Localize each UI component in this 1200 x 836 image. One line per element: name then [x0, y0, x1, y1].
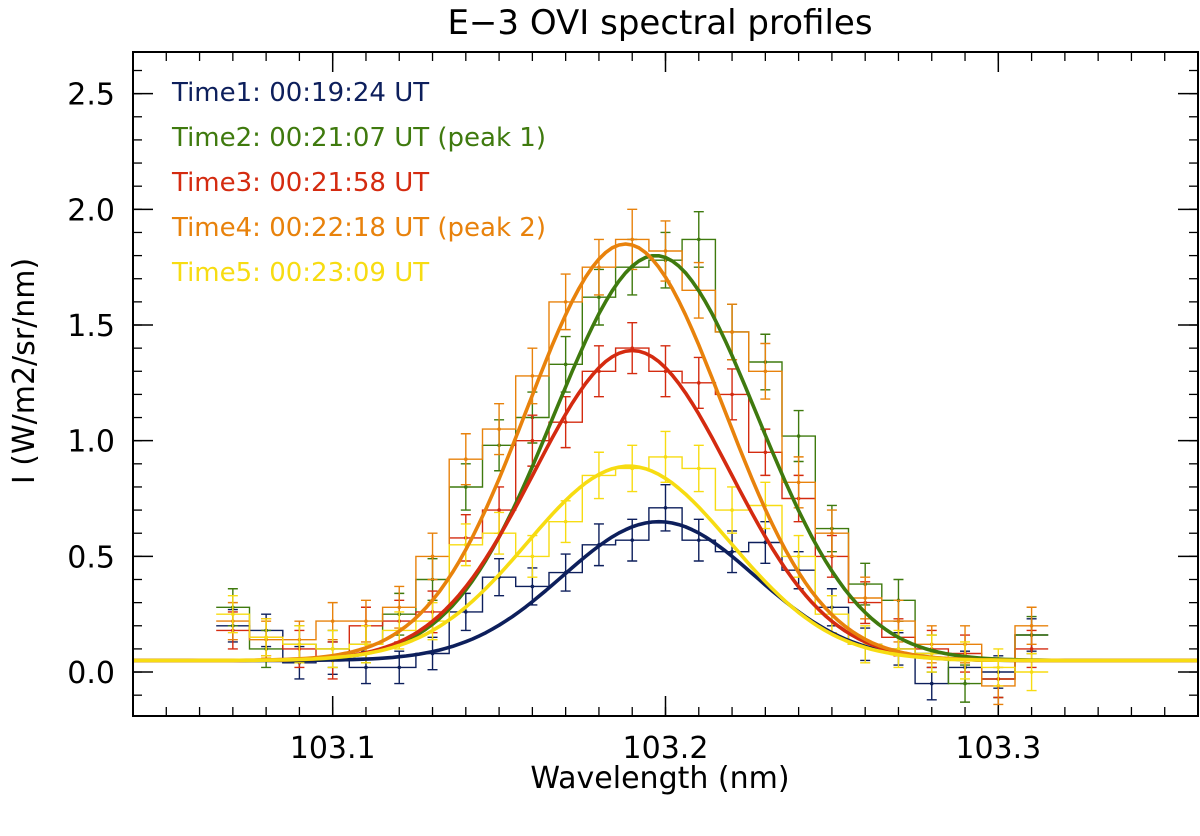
- data-point: [264, 635, 268, 640]
- data-point: [929, 681, 934, 686]
- data-point: [597, 265, 601, 269]
- x-tick-label: 103.2: [623, 731, 709, 766]
- data-point: [730, 549, 734, 554]
- data-point: [563, 300, 568, 304]
- data-point: [530, 584, 535, 589]
- data-point: [1029, 623, 1034, 628]
- data-point: [663, 249, 668, 253]
- data-point: [730, 508, 734, 512]
- data-point: [364, 642, 368, 647]
- data-point: [696, 466, 701, 471]
- data-point: [863, 596, 867, 600]
- data-point: [364, 619, 368, 623]
- y-tick-label: 1.5: [67, 309, 115, 344]
- data-point: [763, 450, 768, 455]
- observed-histogram: [216, 238, 1049, 687]
- data-point: [763, 369, 768, 374]
- data-point: [563, 420, 568, 424]
- data-point: [597, 295, 601, 300]
- data-point: [696, 237, 701, 242]
- data-point: [530, 438, 535, 443]
- x-axis-label: Wavelength (nm): [530, 761, 789, 796]
- legend-entry: Time1: 00:19:24 UT: [171, 78, 429, 108]
- data-point: [630, 237, 635, 242]
- fit-line: [133, 464, 1198, 663]
- y-axis-label: I (W/m2/sr/nm): [7, 258, 42, 484]
- data-point: [730, 392, 734, 397]
- data-point: [1029, 647, 1034, 651]
- data-point: [497, 427, 501, 431]
- data-point: [896, 619, 901, 623]
- data-point: [397, 605, 402, 610]
- data-point: [464, 610, 468, 614]
- plot-frame: [132, 51, 1199, 717]
- data-point: [830, 531, 834, 536]
- axis-ticks: 103.1 103.2 103.3 0.0 0.5 1.0 1.5 2.0 2.5: [67, 52, 1199, 766]
- data-point: [929, 651, 934, 656]
- data-point: [530, 374, 535, 378]
- data-point: [663, 505, 668, 510]
- data-point: [364, 665, 368, 670]
- data-point: [397, 665, 402, 670]
- x-tick-label: 103.3: [955, 731, 1041, 766]
- data-point: [796, 480, 801, 485]
- observed-series: [216, 208, 1049, 706]
- data-point: [464, 457, 468, 461]
- data-point: [796, 554, 801, 559]
- plot-area: [133, 208, 1198, 706]
- data-point: [530, 554, 535, 559]
- legend-entry: Time5: 00:23:09 UT: [171, 258, 429, 288]
- data-point: [1029, 670, 1034, 674]
- legend-entry: Time4: 00:22:18 UT (peak 2): [171, 213, 546, 243]
- legend-entry: Time2: 00:21:07 UT (peak 1): [171, 123, 546, 153]
- data-point: [231, 612, 235, 617]
- y-tick-label: 2.0: [67, 193, 115, 228]
- data-point: [563, 362, 568, 367]
- y-tick-label: 0.5: [67, 540, 115, 575]
- data-point: [563, 519, 568, 524]
- legend: Time1: 00:19:24 UT Time2: 00:21:07 UT (pe…: [171, 78, 546, 288]
- x-tick-label: 103.1: [290, 731, 376, 766]
- y-tick-label: 2.5: [67, 78, 115, 113]
- data-point: [996, 665, 1001, 670]
- data-point: [796, 434, 801, 438]
- legend-entry: Time3: 00:21:58 UT: [171, 168, 429, 198]
- data-point: [696, 538, 701, 542]
- data-point: [663, 455, 668, 459]
- data-point: [630, 538, 635, 542]
- data-point: [430, 554, 435, 559]
- data-point: [730, 330, 734, 334]
- data-point: [330, 647, 335, 651]
- data-point: [330, 619, 335, 623]
- data-point: [297, 642, 302, 647]
- y-tick-label: 1.0: [67, 425, 115, 460]
- data-point: [963, 681, 967, 686]
- data-point: [464, 485, 468, 489]
- data-point: [696, 381, 701, 385]
- data-point: [497, 508, 501, 512]
- chart-title: E−3 OVI spectral profiles: [447, 3, 872, 43]
- y-tick-label: 0.0: [67, 656, 115, 691]
